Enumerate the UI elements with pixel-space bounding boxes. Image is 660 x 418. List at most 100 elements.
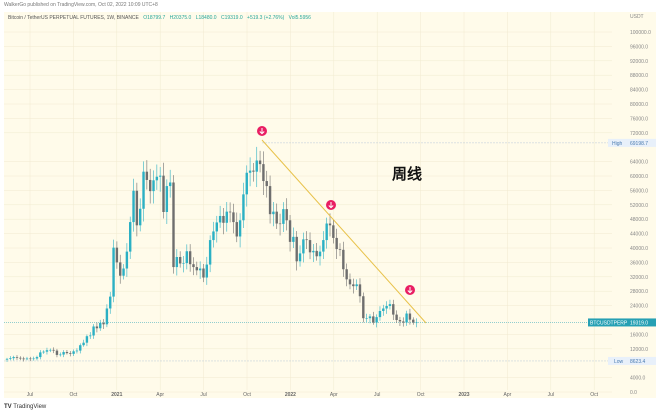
candle-body bbox=[9, 358, 12, 359]
candle-body bbox=[315, 250, 318, 257]
candle-body bbox=[242, 194, 245, 221]
y-tick-label: 48000.0 bbox=[630, 217, 648, 223]
candle-body bbox=[282, 209, 285, 224]
ohlc-open: O18799.7 bbox=[143, 15, 166, 21]
publisher-line: WalkerGo published on TradingView.com, O… bbox=[4, 2, 158, 8]
trendline bbox=[261, 139, 427, 324]
candle-body bbox=[238, 220, 242, 237]
candle-body bbox=[322, 240, 325, 252]
y-tick-label: 52000.0 bbox=[630, 203, 648, 209]
candle-body bbox=[272, 211, 275, 215]
candle-body bbox=[225, 211, 228, 223]
y-tick-label: 72000.0 bbox=[630, 131, 648, 137]
y-tick-label: 92000.0 bbox=[630, 59, 648, 65]
x-tick-label: Apr bbox=[330, 392, 338, 398]
candle-body bbox=[102, 322, 105, 325]
candle-body bbox=[22, 358, 25, 360]
y-tick-label: 24000.0 bbox=[630, 304, 648, 310]
candle-body bbox=[129, 222, 132, 252]
y-tick-label: 64000.0 bbox=[630, 160, 648, 166]
candle-body bbox=[148, 179, 152, 192]
x-tick-label: 2023 bbox=[458, 392, 469, 398]
candle-body bbox=[375, 317, 378, 323]
candle-body bbox=[222, 215, 225, 223]
candle-body bbox=[265, 181, 268, 187]
candle-body bbox=[405, 313, 408, 323]
candle-body bbox=[182, 263, 185, 264]
x-tick-label: Jul bbox=[200, 392, 206, 398]
candle-body bbox=[155, 176, 159, 181]
currency-label: USDT bbox=[630, 14, 644, 20]
y-tick-label: 12000.0 bbox=[630, 347, 648, 353]
candle-body bbox=[115, 247, 119, 263]
candle-body bbox=[308, 240, 312, 253]
candle-body bbox=[152, 180, 155, 192]
y-tick-label: 36000.0 bbox=[630, 260, 648, 266]
y-tick-label: 44000.0 bbox=[630, 232, 648, 238]
candle-body bbox=[42, 351, 45, 353]
x-tick-label: Oct bbox=[70, 392, 78, 398]
candle-body bbox=[32, 358, 35, 360]
y-tick-label: 56000.0 bbox=[630, 188, 648, 194]
candle-body bbox=[338, 249, 342, 250]
candle-body bbox=[218, 215, 222, 223]
candle-body bbox=[69, 353, 72, 354]
candle-body bbox=[15, 357, 19, 358]
x-tick-label: Jul bbox=[548, 392, 554, 398]
candle-body bbox=[342, 249, 345, 270]
candle-body bbox=[59, 354, 62, 356]
candle-body bbox=[172, 182, 175, 268]
high-label-bg bbox=[608, 138, 656, 147]
y-tick-label: 96000.0 bbox=[630, 44, 648, 50]
x-tick-label: Apr bbox=[156, 392, 164, 398]
candle-body bbox=[255, 160, 258, 172]
candle-body bbox=[79, 345, 82, 351]
candle-body bbox=[112, 247, 115, 297]
candle-body bbox=[82, 342, 85, 346]
candle-body bbox=[382, 308, 385, 311]
candle-body bbox=[49, 349, 52, 351]
candle-body bbox=[378, 311, 382, 318]
candle-body bbox=[62, 352, 65, 355]
candle-body bbox=[252, 170, 255, 172]
x-tick-label: 2022 bbox=[285, 392, 296, 398]
y-tick-label: 28000.0 bbox=[630, 289, 648, 295]
candle-body bbox=[215, 222, 218, 232]
arrow-down-icon bbox=[259, 128, 265, 135]
candle-body bbox=[372, 316, 375, 323]
candle-body bbox=[195, 267, 199, 271]
candle-body bbox=[402, 321, 405, 323]
y-tick-label: 4000.0 bbox=[630, 376, 646, 382]
candle-body bbox=[208, 240, 212, 265]
candle-body bbox=[89, 335, 92, 337]
candle-body bbox=[185, 251, 189, 264]
candle-body bbox=[262, 164, 265, 182]
candle-body bbox=[288, 220, 292, 242]
candle-body bbox=[258, 160, 262, 165]
candle-body bbox=[178, 257, 182, 264]
y-tick-label: 76000.0 bbox=[630, 116, 648, 122]
candle-body bbox=[99, 322, 102, 329]
arrow-down-icon bbox=[407, 287, 413, 294]
y-tick-label: 0.0 bbox=[630, 390, 637, 396]
candle-body bbox=[25, 358, 29, 360]
candle-body bbox=[362, 296, 365, 319]
y-tick-label: 80000.0 bbox=[630, 102, 648, 108]
candle-body bbox=[355, 284, 358, 287]
candle-body bbox=[188, 251, 192, 265]
candle-body bbox=[268, 186, 272, 215]
candle-body bbox=[415, 322, 418, 324]
candle-body bbox=[125, 251, 129, 269]
candle-body bbox=[105, 308, 109, 325]
low-value: 8623.4 bbox=[630, 359, 646, 365]
candle-body bbox=[398, 320, 402, 322]
candle-body bbox=[318, 251, 322, 257]
y-tick-label: 88000.0 bbox=[630, 73, 648, 79]
candle-body bbox=[145, 171, 149, 180]
candle-body bbox=[332, 225, 335, 238]
candle-body bbox=[52, 349, 55, 351]
annotation-text: 周线 bbox=[392, 165, 422, 183]
candle-body bbox=[365, 318, 368, 319]
candle-body bbox=[202, 268, 205, 278]
